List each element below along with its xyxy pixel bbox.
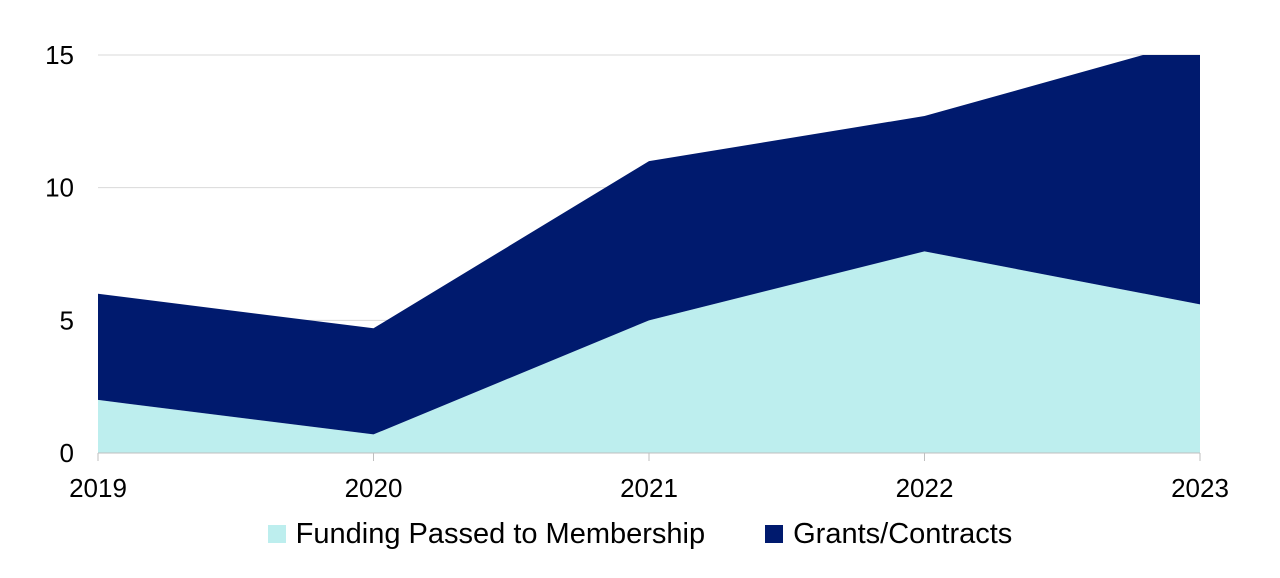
legend-item-grants: Grants/Contracts: [765, 518, 1012, 551]
stacked-area-chart: 0 5 10 15 2019 2020 2021 2022 2023: [45, 40, 1229, 503]
y-tick-label: 0: [60, 438, 74, 468]
x-tick-label: 2020: [345, 473, 403, 503]
area-series: [98, 55, 1200, 453]
area-series-grants: [98, 55, 1200, 435]
legend-swatch-grants: [765, 525, 784, 543]
x-axis-ticks: 2019 2020 2021 2022 2023: [69, 453, 1229, 503]
x-tick-label: 2019: [69, 473, 127, 503]
y-tick-label: 5: [60, 305, 74, 335]
area-series-funding: [98, 251, 1200, 453]
x-tick-label: 2021: [620, 473, 678, 503]
x-tick-label: 2022: [896, 473, 954, 503]
legend-swatch-funding: [267, 525, 286, 543]
y-tick-label: 10: [45, 173, 74, 203]
x-tick-label: 2023: [1171, 473, 1229, 503]
legend-item-funding: Funding Passed to Membership: [267, 517, 706, 551]
y-axis-ticks: 0 5 10 15: [45, 40, 74, 468]
legend-label-funding: Funding Passed to Membership: [295, 517, 706, 550]
y-tick-label: 15: [45, 40, 74, 70]
legend: Funding Passed to Membership Grants/Cont…: [0, 512, 1280, 556]
legend-label-grants: Grants/Contracts: [793, 517, 1013, 550]
